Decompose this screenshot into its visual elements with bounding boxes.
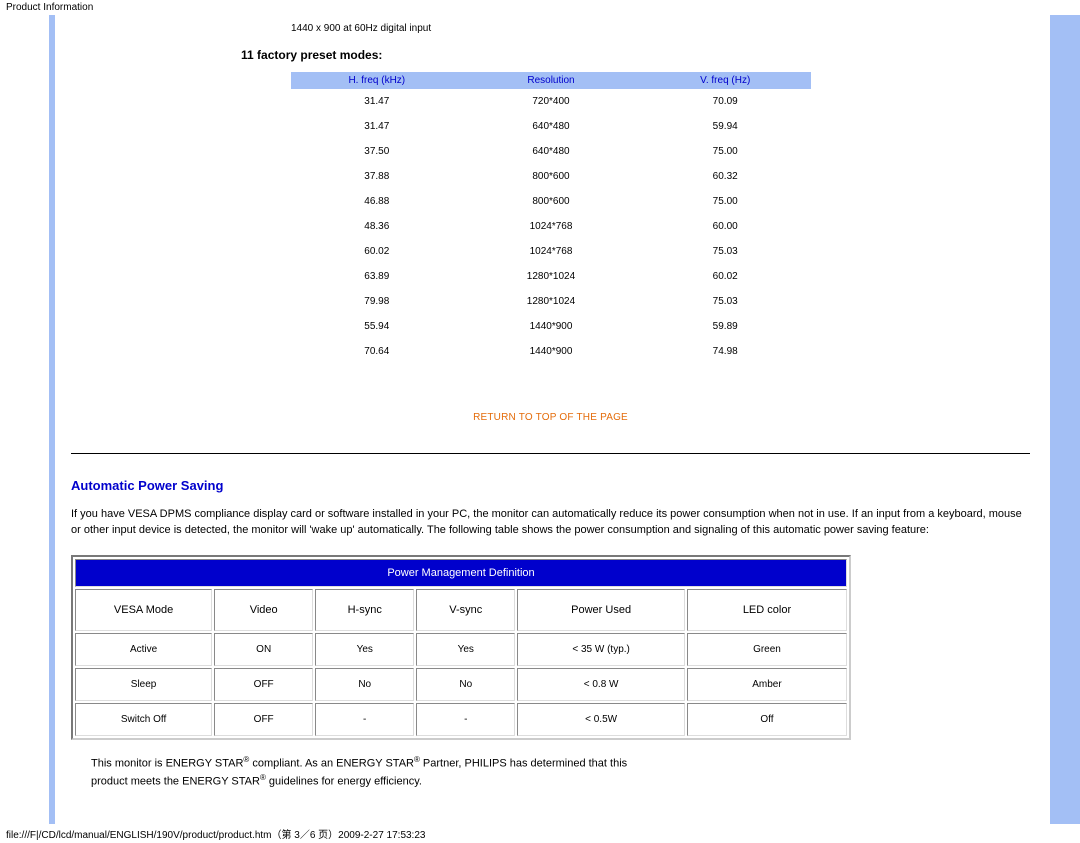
table-cell: 70.64 bbox=[291, 339, 463, 364]
content-area: 1440 x 900 at 60Hz digital input 11 fact… bbox=[55, 15, 1046, 824]
table-cell: 60.02 bbox=[639, 264, 811, 289]
registered-icon: ® bbox=[414, 755, 420, 764]
table-cell: 1024*768 bbox=[463, 214, 640, 239]
preset-col-header: H. freq (kHz) bbox=[291, 72, 463, 89]
table-cell: < 0.8 W bbox=[517, 668, 685, 701]
table-cell: 1280*1024 bbox=[463, 264, 640, 289]
table-row: 37.88800*60060.32 bbox=[291, 164, 811, 189]
preset-modes-table: H. freq (kHz)ResolutionV. freq (Hz) 31.4… bbox=[291, 72, 811, 364]
table-cell: 75.03 bbox=[639, 289, 811, 314]
registered-icon: ® bbox=[243, 755, 249, 764]
table-cell: OFF bbox=[214, 668, 313, 701]
right-accent bbox=[1050, 15, 1080, 824]
table-row: ActiveONYesYes< 35 W (typ.)Green bbox=[75, 633, 847, 666]
table-cell: ON bbox=[214, 633, 313, 666]
table-cell: Yes bbox=[315, 633, 414, 666]
table-cell: 60.02 bbox=[291, 239, 463, 264]
table-cell: 1440*900 bbox=[463, 339, 640, 364]
preset-col-header: Resolution bbox=[463, 72, 640, 89]
table-cell: 60.00 bbox=[639, 214, 811, 239]
table-cell: Yes bbox=[416, 633, 515, 666]
pm-subheader-cell: VESA Mode bbox=[75, 589, 212, 631]
table-cell: < 0.5W bbox=[517, 703, 685, 736]
table-row: 46.88800*60075.00 bbox=[291, 189, 811, 214]
table-row: 37.50640*48075.00 bbox=[291, 139, 811, 164]
table-cell: No bbox=[315, 668, 414, 701]
preset-modes-title: 11 factory preset modes: bbox=[71, 40, 1030, 72]
table-row: SleepOFFNoNo< 0.8 WAmber bbox=[75, 668, 847, 701]
table-cell: 31.47 bbox=[291, 114, 463, 139]
table-cell: 31.47 bbox=[291, 89, 463, 114]
energy-star-note: This monitor is ENERGY STAR® compliant. … bbox=[71, 754, 1030, 804]
automatic-power-saving-title: Automatic Power Saving bbox=[71, 472, 1030, 507]
table-cell: Amber bbox=[687, 668, 847, 701]
power-management-table: Power Management Definition VESA ModeVid… bbox=[71, 555, 851, 740]
aps-paragraph: If you have VESA DPMS compliance display… bbox=[71, 507, 1030, 555]
table-row: 48.361024*76860.00 bbox=[291, 214, 811, 239]
table-cell: 800*600 bbox=[463, 164, 640, 189]
table-row: 70.641440*90074.98 bbox=[291, 339, 811, 364]
table-cell: < 35 W (typ.) bbox=[517, 633, 685, 666]
preset-col-header: V. freq (Hz) bbox=[639, 72, 811, 89]
table-cell: 63.89 bbox=[291, 264, 463, 289]
table-cell: 59.94 bbox=[639, 114, 811, 139]
table-cell: - bbox=[416, 703, 515, 736]
resolution-note: 1440 x 900 at 60Hz digital input bbox=[71, 15, 1030, 40]
table-cell: 59.89 bbox=[639, 314, 811, 339]
table-cell: 720*400 bbox=[463, 89, 640, 114]
table-cell: 1024*768 bbox=[463, 239, 640, 264]
table-cell: Active bbox=[75, 633, 212, 666]
table-row: 79.981280*102475.03 bbox=[291, 289, 811, 314]
table-row: Switch OffOFF--< 0.5WOff bbox=[75, 703, 847, 736]
left-accent bbox=[0, 15, 55, 824]
pm-subheader-row: VESA ModeVideoH-syncV-syncPower UsedLED … bbox=[75, 589, 847, 631]
table-cell: 75.00 bbox=[639, 139, 811, 164]
pm-subheader-cell: Video bbox=[214, 589, 313, 631]
registered-icon: ® bbox=[260, 773, 266, 782]
table-row: 31.47720*40070.09 bbox=[291, 89, 811, 114]
main-container: 1440 x 900 at 60Hz digital input 11 fact… bbox=[0, 15, 1080, 824]
table-row: 63.891280*102460.02 bbox=[291, 264, 811, 289]
table-cell: 640*480 bbox=[463, 139, 640, 164]
table-cell: 60.32 bbox=[639, 164, 811, 189]
table-cell: 55.94 bbox=[291, 314, 463, 339]
table-cell: 46.88 bbox=[291, 189, 463, 214]
table-row: 55.941440*90059.89 bbox=[291, 314, 811, 339]
table-cell: 79.98 bbox=[291, 289, 463, 314]
table-cell: 800*600 bbox=[463, 189, 640, 214]
table-cell: 75.03 bbox=[639, 239, 811, 264]
table-cell: 48.36 bbox=[291, 214, 463, 239]
table-cell: 1440*900 bbox=[463, 314, 640, 339]
table-cell: OFF bbox=[214, 703, 313, 736]
table-cell: Sleep bbox=[75, 668, 212, 701]
table-cell: 74.98 bbox=[639, 339, 811, 364]
table-cell: Switch Off bbox=[75, 703, 212, 736]
table-row: 31.47640*48059.94 bbox=[291, 114, 811, 139]
pm-subheader-cell: LED color bbox=[687, 589, 847, 631]
table-cell: 37.88 bbox=[291, 164, 463, 189]
table-row: 60.021024*76875.03 bbox=[291, 239, 811, 264]
table-cell: - bbox=[315, 703, 414, 736]
table-cell: 37.50 bbox=[291, 139, 463, 164]
separator bbox=[71, 453, 1030, 454]
table-cell: 640*480 bbox=[463, 114, 640, 139]
table-cell: 1280*1024 bbox=[463, 289, 640, 314]
pm-table-title: Power Management Definition bbox=[75, 559, 847, 587]
table-cell: Green bbox=[687, 633, 847, 666]
table-cell: 70.09 bbox=[639, 89, 811, 114]
pm-subheader-cell: Power Used bbox=[517, 589, 685, 631]
table-cell: Off bbox=[687, 703, 847, 736]
pm-subheader-cell: V-sync bbox=[416, 589, 515, 631]
page-header: Product Information bbox=[0, 0, 1080, 15]
pm-subheader-cell: H-sync bbox=[315, 589, 414, 631]
table-cell: 75.00 bbox=[639, 189, 811, 214]
return-to-top-link[interactable]: RETURN TO TOP OF THE PAGE bbox=[71, 364, 1030, 441]
table-cell: No bbox=[416, 668, 515, 701]
